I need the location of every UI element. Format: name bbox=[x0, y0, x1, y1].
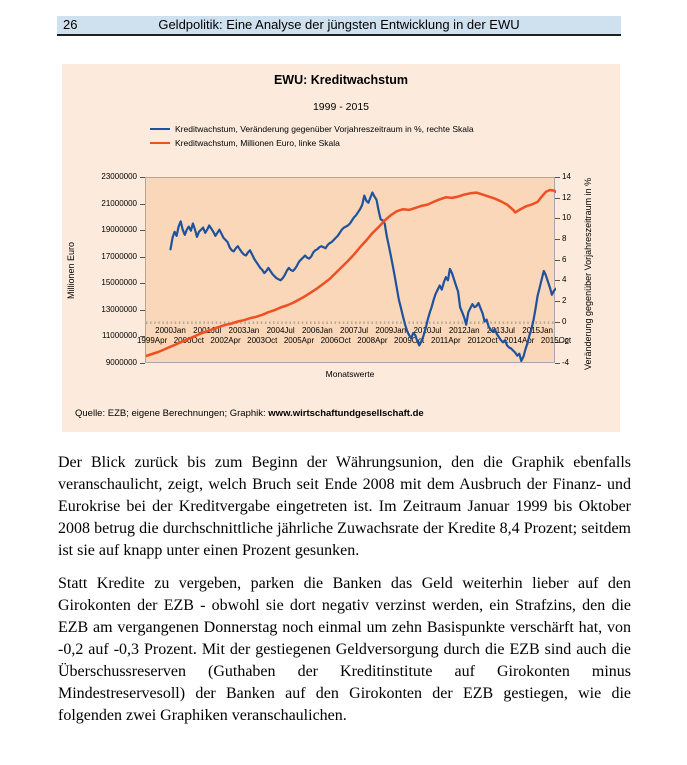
x-axis-tick-label: 2008Apr bbox=[357, 335, 388, 345]
y-axis-tick-label-left: 9000000 bbox=[105, 358, 137, 367]
chart-legend: Kreditwachstum, Veränderung gegenüber Vo… bbox=[150, 122, 474, 150]
page-number: 26 bbox=[63, 17, 78, 32]
y-axis-tick-label-right: -2 bbox=[562, 337, 570, 347]
y-axis-tick-mark bbox=[555, 218, 560, 220]
x-axis-tick-label: 2010Jul bbox=[413, 325, 442, 335]
y-axis-tick-label-right: -4 bbox=[562, 358, 570, 367]
source-text: Quelle: EZB; eigene Berechnungen; Graphi… bbox=[75, 408, 269, 419]
y-axis-tick-label-right: 4 bbox=[562, 275, 567, 285]
source-url[interactable]: www.wirtschaftundgesellschaft.de bbox=[268, 408, 424, 419]
y-axis-tick-label-right: 8 bbox=[562, 234, 567, 243]
x-axis-tick-label: 1999Apr bbox=[136, 335, 168, 345]
y-axis-tick-label-right: 6 bbox=[562, 254, 567, 264]
chart-canvas bbox=[146, 188, 556, 362]
y-axis-tick-label-right: 2 bbox=[562, 296, 567, 305]
y-axis-tick-mark bbox=[140, 256, 145, 258]
x-axis-tick-label: 2009Jan bbox=[375, 325, 407, 335]
y-axis-tick-label-right: 10 bbox=[562, 213, 571, 223]
y-axis-tick-mark bbox=[555, 259, 560, 261]
x-axis-tick-label: 2004Jul bbox=[266, 325, 295, 335]
x-axis-tick-label: 2009Oct bbox=[394, 335, 425, 345]
y-axis-tick-mark bbox=[140, 309, 145, 311]
figure-source: Quelle: EZB; eigene Berechnungen; Graphi… bbox=[75, 408, 424, 419]
y-axis-tick-label-right: 14 bbox=[562, 172, 571, 181]
y-axis-tick-mark bbox=[140, 283, 145, 285]
x-axis-tick-label: 2012Oct bbox=[467, 335, 498, 345]
paragraph: Der Blick zurück bis zum Beginn der Währ… bbox=[58, 454, 631, 559]
y-axis-tick-mark bbox=[555, 177, 560, 178]
legend-item-credit-volume: Kreditwachstum, Millionen Euro, linke Sk… bbox=[150, 136, 474, 150]
y-axis-tick-mark bbox=[140, 203, 145, 205]
x-axis-tick-label: 2011Apr bbox=[431, 335, 461, 345]
chart-panel: EWU: Kreditwachstum 1999 - 2015 Kreditwa… bbox=[62, 64, 620, 432]
x-axis-tick-label: 2006Oct bbox=[320, 335, 351, 345]
y-axis-tick-mark bbox=[555, 301, 560, 302]
legend-item-growth-rate: Kreditwachstum, Veränderung gegenüber Vo… bbox=[150, 122, 474, 136]
y-axis-tick-mark bbox=[555, 363, 560, 364]
paragraph: Statt Kredite zu vergeben, parken die Ba… bbox=[58, 575, 631, 724]
legend-label: Kreditwachstum, Veränderung gegenüber Vo… bbox=[175, 124, 474, 134]
x-axis-tick-label: 2013Jul bbox=[486, 325, 515, 335]
y-axis-tick-mark bbox=[140, 336, 145, 338]
y-axis-tick-label-left: 23000000 bbox=[101, 172, 137, 181]
credit-volume-line bbox=[146, 188, 556, 358]
legend-line-swatch-blue bbox=[150, 127, 170, 131]
page-header: 26 Geldpolitik: Eine Analyse der jüngste… bbox=[57, 16, 621, 36]
x-axis-tick-label: 2000Jan bbox=[155, 325, 186, 335]
plot-area: 2000Jan 2001Jul 2003Jan 2004Jul 2006Jan 2007J… bbox=[137, 177, 571, 363]
growth-rate-line bbox=[169, 191, 556, 362]
y-axis-tick-mark bbox=[140, 177, 145, 178]
y-axis-tick-mark bbox=[555, 342, 560, 344]
x-axis-tick-label: 2015Jan bbox=[522, 325, 553, 335]
y-axis-tick-mark bbox=[140, 363, 145, 364]
legend-line-swatch-orange bbox=[150, 141, 170, 145]
x-axis-tick-label: 2002Apr bbox=[210, 335, 241, 345]
x-axis-tick-label: 2005Apr bbox=[283, 335, 315, 345]
y-axis-tick-label-right: 12 bbox=[562, 192, 571, 202]
x-axis-tick-label: 2012Jan bbox=[448, 325, 480, 335]
x-axis-tick-label: 2006Jan bbox=[301, 325, 333, 335]
y-axis-tick-label-left: 11000000 bbox=[102, 331, 137, 341]
y-axis-tick-label-left: 19000000 bbox=[101, 225, 137, 235]
y-axis-tick-label-left: 17000000 bbox=[101, 251, 137, 261]
right-axis-title: Veränderung gegenüber Vorjahreszeitraum … bbox=[583, 177, 593, 371]
y-axis-tick-mark bbox=[555, 280, 560, 282]
chart-title: EWU: Kreditwachstum bbox=[273, 73, 409, 87]
x-axis-title: Monatswerte bbox=[325, 369, 375, 379]
y-axis-tick-mark bbox=[555, 321, 560, 323]
x-axis-tick-label: 2003Oct bbox=[247, 335, 278, 345]
x-axis-tick-label: 2014Apr bbox=[504, 335, 535, 345]
y-axis-tick-label-left: 13000000 bbox=[101, 304, 137, 314]
y-axis-tick-mark bbox=[555, 197, 560, 199]
chart-subtitle: 1999 - 2015 bbox=[312, 101, 370, 113]
article-body: Der Blick zurück bis zum Beginn der Währ… bbox=[58, 452, 631, 738]
x-axis-tick-label: 2015Oct bbox=[540, 335, 572, 345]
y-axis-tick-label-right: 0 bbox=[562, 316, 567, 326]
y-axis-tick-label-left: 21000000 bbox=[101, 198, 137, 208]
y-axis-tick-mark bbox=[555, 239, 560, 240]
legend-label: Kreditwachstum, Millionen Euro, linke Sk… bbox=[175, 138, 340, 148]
x-axis-tick-label: 2000Oct bbox=[173, 335, 204, 345]
y-axis-tick-mark bbox=[140, 230, 145, 232]
x-axis-tick-label: 2007Jul bbox=[340, 325, 369, 335]
running-header-title: Geldpolitik: Eine Analyse der jüngsten E… bbox=[158, 17, 520, 32]
x-axis-tick-label: 2003Jan bbox=[228, 325, 260, 335]
y-axis-tick-label-left: 15000000 bbox=[101, 278, 137, 288]
